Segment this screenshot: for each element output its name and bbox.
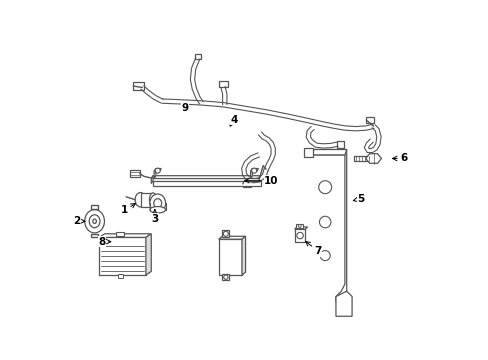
Ellipse shape [93, 219, 96, 224]
Ellipse shape [149, 193, 156, 207]
Bar [303, 148, 312, 157]
Text: 9: 9 [181, 103, 188, 113]
Circle shape [296, 232, 303, 239]
Text: 2: 2 [73, 216, 85, 226]
Bar [353, 156, 371, 161]
Polygon shape [99, 234, 151, 237]
Polygon shape [250, 168, 258, 171]
Circle shape [320, 251, 329, 261]
Bar [133, 82, 144, 90]
Text: 8: 8 [98, 237, 111, 247]
Bar [118, 274, 123, 278]
Bar [242, 181, 250, 187]
Ellipse shape [149, 207, 165, 213]
Bar [222, 274, 229, 280]
Bar [336, 140, 344, 148]
Circle shape [298, 225, 301, 227]
Polygon shape [140, 193, 153, 207]
Polygon shape [151, 176, 260, 179]
Circle shape [319, 216, 330, 228]
Circle shape [223, 231, 228, 236]
Polygon shape [335, 291, 351, 316]
Bar [195, 54, 201, 59]
Bar [218, 239, 242, 275]
Polygon shape [294, 227, 307, 229]
Ellipse shape [135, 193, 145, 207]
Bar [115, 232, 124, 235]
Polygon shape [365, 154, 381, 163]
Polygon shape [154, 168, 156, 179]
Ellipse shape [89, 215, 100, 228]
Bar [153, 181, 260, 186]
Bar [296, 224, 303, 228]
Polygon shape [218, 236, 245, 239]
Circle shape [251, 168, 256, 173]
Polygon shape [91, 234, 98, 237]
Text: 1: 1 [121, 203, 135, 216]
Ellipse shape [84, 210, 104, 233]
Text: 10: 10 [244, 176, 278, 186]
Ellipse shape [149, 194, 165, 213]
Polygon shape [242, 236, 245, 275]
Circle shape [318, 181, 331, 194]
Bar [218, 81, 227, 87]
Text: 5: 5 [353, 194, 364, 204]
Text: 6: 6 [392, 153, 407, 163]
Text: 3: 3 [151, 210, 158, 224]
Circle shape [155, 168, 160, 173]
Ellipse shape [153, 199, 162, 208]
Polygon shape [308, 149, 346, 155]
Polygon shape [308, 149, 346, 302]
Text: 7: 7 [305, 242, 321, 256]
Text: 4: 4 [229, 115, 238, 126]
Bar [99, 237, 145, 275]
Polygon shape [151, 176, 153, 184]
Polygon shape [250, 168, 252, 179]
Bar [294, 229, 305, 242]
Polygon shape [154, 168, 161, 171]
Circle shape [223, 275, 227, 279]
Bar [222, 230, 229, 237]
Bar [129, 170, 140, 177]
Polygon shape [145, 234, 151, 275]
Bar [366, 117, 373, 123]
Polygon shape [91, 205, 98, 209]
